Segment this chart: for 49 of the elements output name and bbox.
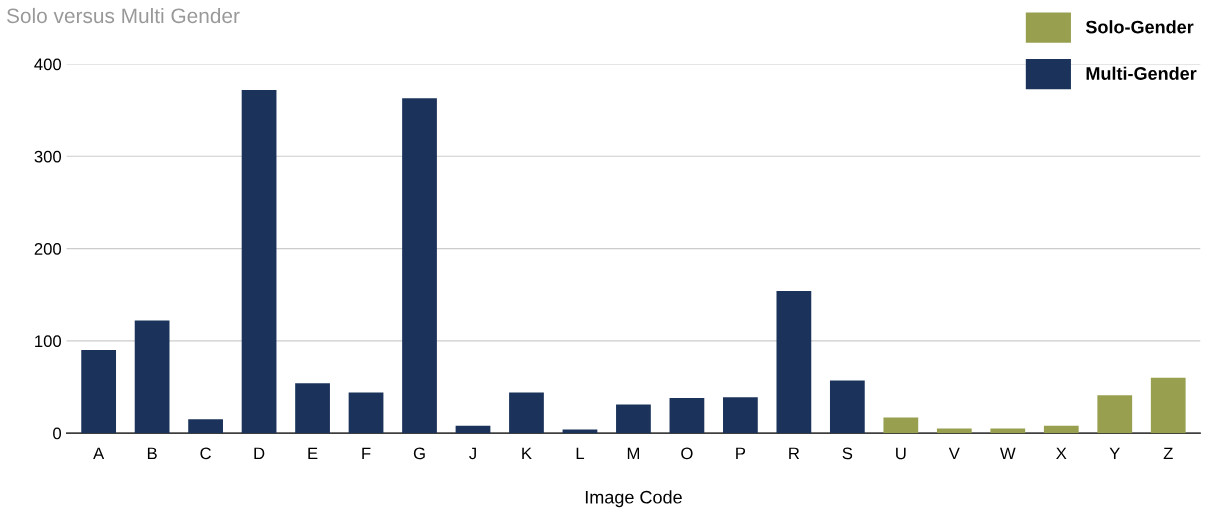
bar (241, 89, 277, 434)
bar (669, 398, 705, 434)
x-tick-label: E (308, 447, 318, 460)
y-tick-label: 300 (34, 150, 62, 163)
bar (509, 392, 544, 434)
x-tick-label: Z (1163, 447, 1173, 460)
x-tick-label: C (200, 447, 211, 460)
bar (776, 291, 812, 434)
legend-label: Multi-Gender (1086, 66, 1197, 80)
bar (1097, 395, 1133, 434)
bar (81, 350, 117, 434)
y-tick-label: 100 (35, 335, 62, 348)
x-tick-label: F (362, 447, 371, 460)
bar (829, 380, 865, 434)
x-tick-label: R (789, 447, 800, 460)
x-tick-label: M (627, 447, 640, 460)
chart-title: Solo versus Multi Gender (7, 7, 240, 24)
bar (1043, 425, 1079, 434)
x-tick-label: A (93, 447, 105, 460)
x-tick-label: D (254, 447, 265, 460)
y-tick-label: 200 (34, 242, 62, 255)
x-tick-label: V (948, 447, 960, 460)
bar (295, 383, 330, 434)
y-tick-label: 0 (53, 427, 62, 440)
x-tick-label: X (1056, 447, 1067, 460)
x-tick-label: O (681, 447, 693, 460)
x-tick-label: S (842, 447, 853, 460)
bar (616, 404, 651, 434)
x-axis-title: Image Code (585, 490, 682, 508)
bar (348, 392, 384, 434)
x-tick-label: P (736, 447, 746, 460)
x-tick-label: W (1000, 447, 1016, 460)
x-tick-label: G (413, 447, 425, 460)
bar (188, 419, 223, 434)
bar (1150, 377, 1186, 434)
bar (455, 425, 491, 434)
bar (402, 98, 437, 434)
x-tick-label: L (576, 447, 585, 460)
bar (723, 397, 758, 434)
x-tick-label: K (522, 447, 532, 460)
bar (134, 320, 170, 434)
x-tick-label: J (469, 447, 476, 460)
x-tick-label: U (896, 447, 906, 460)
legend-label: Solo-Gender (1085, 20, 1194, 34)
x-tick-label: Y (1109, 447, 1120, 460)
x-tick-label: B (147, 447, 157, 460)
bar (883, 417, 919, 434)
y-tick-label: 400 (34, 58, 62, 71)
bar (562, 429, 598, 434)
